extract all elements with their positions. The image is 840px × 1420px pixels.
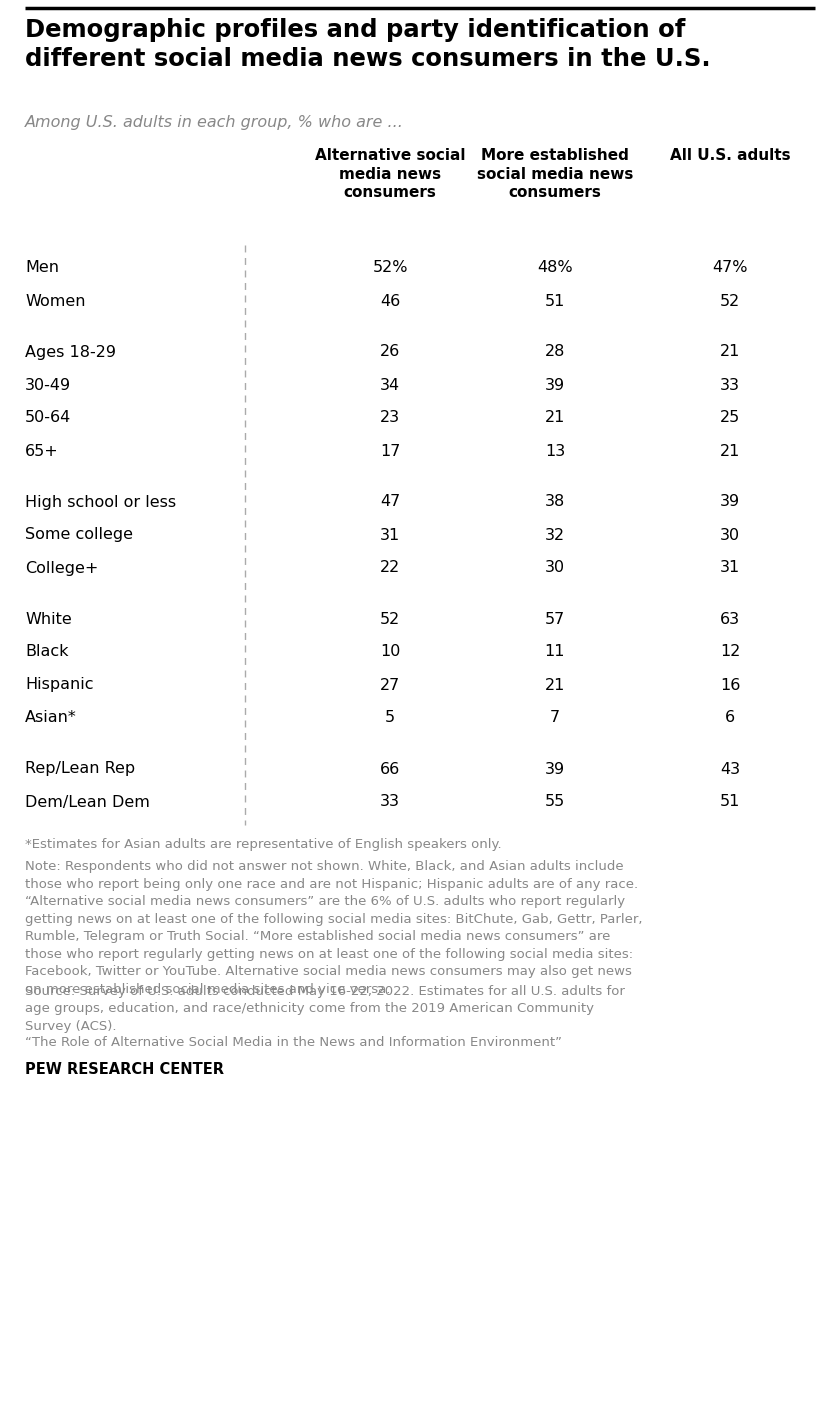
Text: Note: Respondents who did not answer not shown. White, Black, and Asian adults i: Note: Respondents who did not answer not… (25, 861, 643, 995)
Text: *Estimates for Asian adults are representative of English speakers only.: *Estimates for Asian adults are represen… (25, 838, 501, 852)
Text: 30: 30 (720, 527, 740, 542)
Text: 23: 23 (380, 410, 400, 426)
Text: Men: Men (25, 260, 59, 275)
Text: 52: 52 (720, 294, 740, 308)
Text: Alternative social
media news
consumers: Alternative social media news consumers (315, 148, 465, 200)
Text: Black: Black (25, 645, 69, 659)
Text: White: White (25, 612, 71, 626)
Text: High school or less: High school or less (25, 494, 176, 510)
Text: 55: 55 (545, 795, 565, 809)
Text: 65+: 65+ (25, 443, 59, 459)
Text: Source: Survey of U.S. adults conducted May 16-22, 2022. Estimates for all U.S. : Source: Survey of U.S. adults conducted … (25, 985, 625, 1032)
Text: 21: 21 (545, 677, 565, 693)
Text: Ages 18-29: Ages 18-29 (25, 345, 116, 359)
Text: 43: 43 (720, 761, 740, 777)
Text: 51: 51 (545, 294, 565, 308)
Text: Demographic profiles and party identification of
different social media news con: Demographic profiles and party identific… (25, 18, 711, 71)
Text: 5: 5 (385, 710, 395, 726)
Text: 50-64: 50-64 (25, 410, 71, 426)
Text: 48%: 48% (538, 260, 573, 275)
Text: 63: 63 (720, 612, 740, 626)
Text: 7: 7 (550, 710, 560, 726)
Text: 52%: 52% (372, 260, 407, 275)
Text: 11: 11 (545, 645, 565, 659)
Text: Hispanic: Hispanic (25, 677, 93, 693)
Text: 25: 25 (720, 410, 740, 426)
Text: 22: 22 (380, 561, 400, 575)
Text: PEW RESEARCH CENTER: PEW RESEARCH CENTER (25, 1062, 224, 1076)
Text: 47: 47 (380, 494, 400, 510)
Text: Among U.S. adults in each group, % who are ...: Among U.S. adults in each group, % who a… (25, 115, 404, 131)
Text: 34: 34 (380, 378, 400, 392)
Text: 47%: 47% (712, 260, 748, 275)
Text: 39: 39 (720, 494, 740, 510)
Text: Women: Women (25, 294, 86, 308)
Text: 38: 38 (545, 494, 565, 510)
Text: 16: 16 (720, 677, 740, 693)
Text: 31: 31 (720, 561, 740, 575)
Text: 33: 33 (720, 378, 740, 392)
Text: 6: 6 (725, 710, 735, 726)
Text: 46: 46 (380, 294, 400, 308)
Text: More established
social media news
consumers: More established social media news consu… (477, 148, 633, 200)
Text: 30: 30 (545, 561, 565, 575)
Text: Dem/Lean Dem: Dem/Lean Dem (25, 795, 150, 809)
Text: 12: 12 (720, 645, 740, 659)
Text: All U.S. adults: All U.S. adults (669, 148, 790, 163)
Text: 51: 51 (720, 795, 740, 809)
Text: 21: 21 (720, 345, 740, 359)
Text: College+: College+ (25, 561, 98, 575)
Text: 17: 17 (380, 443, 400, 459)
Text: 27: 27 (380, 677, 400, 693)
Text: Some college: Some college (25, 527, 133, 542)
Text: 26: 26 (380, 345, 400, 359)
Text: Rep/Lean Rep: Rep/Lean Rep (25, 761, 135, 777)
Text: 39: 39 (545, 378, 565, 392)
Text: 66: 66 (380, 761, 400, 777)
Text: 30-49: 30-49 (25, 378, 71, 392)
Text: 21: 21 (545, 410, 565, 426)
Text: 13: 13 (545, 443, 565, 459)
Text: 32: 32 (545, 527, 565, 542)
Text: 21: 21 (720, 443, 740, 459)
Text: 52: 52 (380, 612, 400, 626)
Text: 57: 57 (545, 612, 565, 626)
Text: 28: 28 (545, 345, 565, 359)
Text: Asian*: Asian* (25, 710, 76, 726)
Text: 31: 31 (380, 527, 400, 542)
Text: 33: 33 (380, 795, 400, 809)
Text: 10: 10 (380, 645, 400, 659)
Text: 39: 39 (545, 761, 565, 777)
Text: “The Role of Alternative Social Media in the News and Information Environment”: “The Role of Alternative Social Media in… (25, 1037, 562, 1049)
